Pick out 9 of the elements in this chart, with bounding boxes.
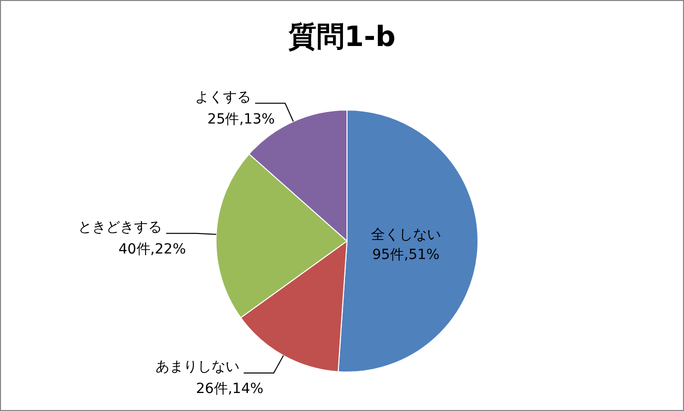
data-label: 25件,13% bbox=[207, 111, 275, 128]
slice-label: あまりしない bbox=[156, 359, 240, 376]
data-label: 95件,51% bbox=[372, 246, 440, 263]
slice-label: よくする bbox=[195, 89, 252, 106]
slice-label: ときどきする bbox=[78, 219, 162, 236]
data-label: 26件,14% bbox=[196, 381, 264, 398]
chart-title: 質問1-b bbox=[287, 19, 397, 55]
slice-label: 全くしない bbox=[370, 226, 441, 243]
data-label: 40件,22% bbox=[118, 241, 186, 258]
